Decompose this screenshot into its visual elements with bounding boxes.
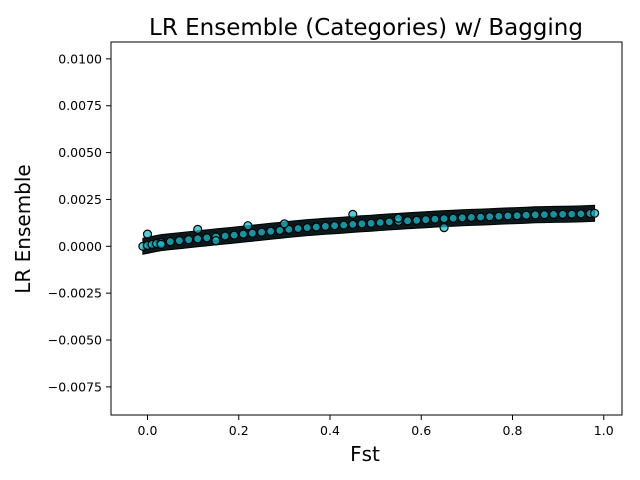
data-point (202, 233, 212, 243)
data-point (266, 226, 276, 236)
data-point (539, 210, 550, 220)
data-point (220, 231, 230, 241)
data-point (348, 219, 358, 229)
y-axis-title: LR Ensemble (11, 164, 35, 293)
data-point (466, 212, 476, 222)
data-point (448, 213, 458, 223)
data-point (530, 210, 540, 220)
data-point (521, 210, 531, 220)
x-tick-label: 0.4 (320, 423, 340, 438)
x-tick-label: 0.0 (138, 423, 158, 438)
data-point (457, 213, 467, 223)
y-tick-label: 0.0000 (58, 239, 102, 254)
data-point (357, 219, 367, 229)
y-axis-ticks: −0.0075 −0.0050 −0.0025 0.0000 0.0025 0.0050 0… (48, 51, 111, 394)
data-point (156, 239, 166, 249)
data-point (393, 213, 403, 223)
data-point (375, 217, 385, 228)
data-point (193, 234, 203, 244)
data-point (302, 223, 312, 233)
y-tick-label: −0.0025 (48, 286, 102, 301)
data-point (476, 212, 486, 222)
data-point (193, 224, 203, 234)
y-tick-label: −0.0075 (48, 379, 102, 394)
data-point (412, 215, 422, 225)
data-point (311, 222, 321, 232)
x-axis-title: Fst (350, 442, 380, 466)
data-point (238, 229, 248, 239)
data-point (293, 223, 303, 234)
x-tick-label: 0.8 (503, 423, 523, 438)
data-point (279, 219, 289, 229)
data-point (430, 214, 440, 224)
data-point (142, 229, 153, 239)
data-point (320, 221, 330, 231)
data-point (421, 215, 431, 225)
data-point (174, 236, 184, 246)
x-tick-label: 1.0 (594, 423, 614, 438)
data-point (558, 209, 568, 219)
data-point (243, 221, 253, 231)
x-axis-ticks: 0.0 0.2 0.4 0.6 0.8 1.0 (138, 415, 614, 438)
data-point (366, 218, 376, 228)
data-point (165, 237, 175, 247)
y-tick-label: 0.0075 (58, 98, 102, 113)
data-point (330, 221, 340, 231)
data-point (439, 223, 449, 233)
x-tick-label: 0.2 (229, 423, 249, 438)
x-tick-label: 0.6 (411, 423, 431, 438)
data-point (494, 211, 504, 221)
data-point (403, 216, 413, 226)
data-point (275, 225, 285, 235)
data-point (567, 209, 577, 219)
data-point (384, 217, 394, 227)
data-point (247, 228, 257, 238)
data-point (229, 230, 239, 240)
data-point (211, 236, 221, 246)
data-point (512, 211, 522, 221)
data-points (138, 208, 600, 251)
data-point (485, 212, 495, 222)
plot-area-frame (110, 41, 623, 416)
data-point (348, 209, 358, 219)
y-tick-label: 0.0025 (58, 192, 102, 207)
y-tick-label: −0.0050 (48, 333, 102, 348)
data-point (576, 209, 586, 219)
data-point (548, 209, 559, 219)
data-point (257, 227, 267, 237)
data-point (184, 235, 194, 245)
y-tick-label: 0.0100 (58, 51, 102, 66)
data-point (589, 208, 600, 218)
data-point (439, 214, 449, 224)
data-point (339, 220, 349, 230)
chart-title: LR Ensemble (Categories) w/ Bagging (149, 15, 583, 41)
data-point (503, 211, 513, 221)
y-tick-label: 0.0050 (58, 145, 102, 160)
